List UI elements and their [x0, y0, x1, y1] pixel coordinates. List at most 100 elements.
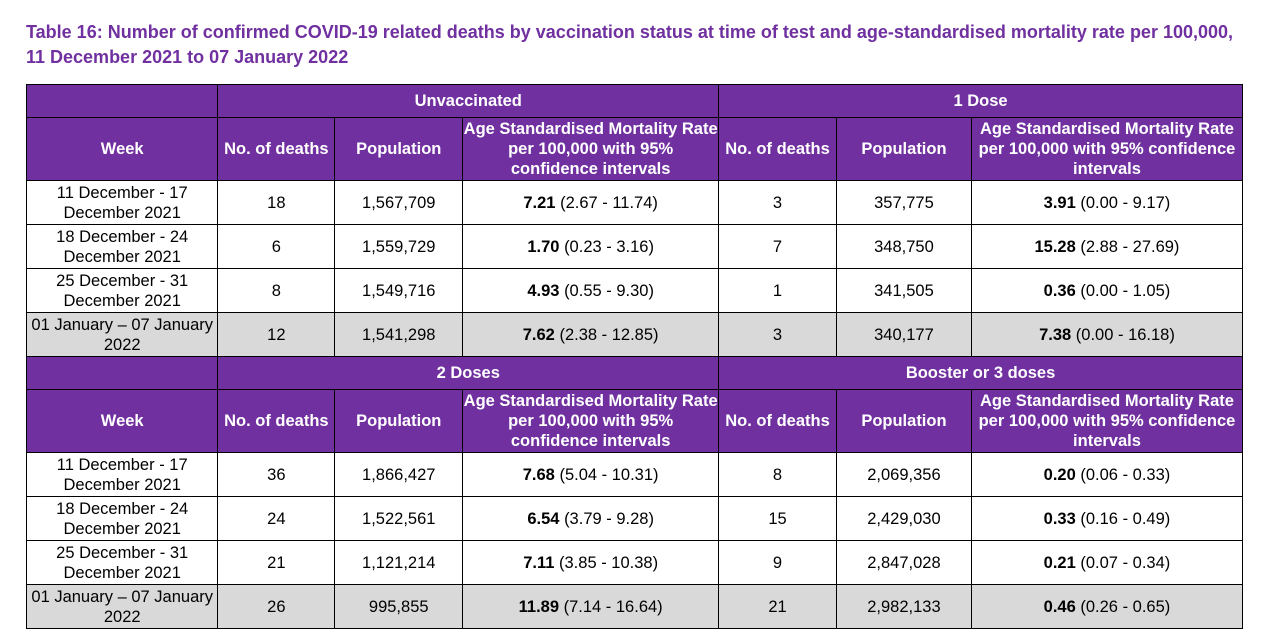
population-cell: 357,775 [835, 180, 972, 225]
rate-estimate: 1.70 [527, 237, 560, 256]
rate-estimate: 7.68 [522, 465, 555, 484]
rate-interval: (2.38 - 12.85) [559, 325, 659, 344]
rate-header: Age Standardised Mortality Rate per 100,… [970, 117, 1244, 181]
population-cell: 2,069,356 [835, 452, 972, 497]
rate-cell: 4.93 (0.55 - 9.30) [462, 268, 720, 313]
rate-interval: (0.23 - 3.16) [564, 237, 654, 256]
deaths-cell: 12 [217, 312, 336, 357]
rate-cell: 0.20 (0.06 - 0.33) [970, 452, 1244, 497]
population-cell: 995,855 [334, 584, 464, 629]
table-row: 25 December - 31 December 2021 21 1,121,21… [25, 540, 1244, 585]
group-header-unvaccinated: Unvaccinated [217, 84, 720, 118]
rate-interval: (2.67 - 11.74) [560, 193, 658, 212]
group-header-two-doses: 2 Doses [217, 356, 720, 390]
deaths-cell: 9 [718, 540, 837, 585]
deaths-cell: 1 [718, 268, 837, 313]
table-row: 01 January – 07 January 2022 12 1,541,298 7… [25, 312, 1244, 357]
deaths-cell: 3 [718, 312, 837, 357]
table-row: 25 December - 31 December 2021 8 1,549,716… [25, 268, 1244, 313]
rate-cell: 0.21 (0.07 - 0.34) [970, 540, 1244, 585]
week-cell: 11 December - 17 December 2021 [25, 452, 219, 497]
deaths-cell: 24 [217, 496, 336, 541]
population-cell: 2,982,133 [835, 584, 972, 629]
rate-header: Age Standardised Mortality Rate per 100,… [970, 389, 1244, 453]
blank-header-cell [25, 84, 219, 118]
population-cell: 1,866,427 [334, 452, 464, 497]
deaths-cell: 8 [718, 452, 837, 497]
rate-interval: (0.00 - 9.17) [1080, 193, 1171, 212]
rate-interval: (7.14 - 16.64) [563, 597, 663, 616]
population-cell: 1,549,716 [334, 268, 464, 313]
week-cell: 18 December - 24 December 2021 [25, 224, 219, 269]
group-header-row: Unvaccinated 1 Dose [25, 84, 1243, 118]
rate-interval: (0.00 - 16.18) [1075, 325, 1175, 344]
column-header-row: Week No. of deaths Population Age Standa… [25, 117, 1244, 181]
week-header: Week [25, 389, 219, 453]
table-row: 18 December - 24 December 2021 6 1,559,729… [25, 224, 1244, 269]
deaths-cell: 7 [718, 224, 837, 269]
week-cell: 25 December - 31 December 2021 [25, 540, 219, 585]
column-header-row: Week No. of deaths Population Age Standa… [25, 389, 1244, 453]
population-cell: 1,121,214 [334, 540, 464, 585]
rate-interval: (0.26 - 0.65) [1080, 597, 1171, 616]
table-row: 01 January – 07 January 2022 26 995,855 11.… [25, 584, 1244, 629]
rate-estimate: 15.28 [1034, 237, 1076, 256]
rate-estimate: 0.21 [1043, 553, 1076, 572]
population-cell: 1,541,298 [334, 312, 464, 357]
rate-estimate: 6.54 [527, 509, 560, 528]
population-cell: 2,847,028 [835, 540, 972, 585]
blank-header-cell [25, 356, 219, 390]
rate-cell: 1.70 (0.23 - 3.16) [462, 224, 720, 269]
rate-interval: (0.16 - 0.49) [1080, 509, 1171, 528]
rate-cell: 11.89 (7.14 - 16.64) [462, 584, 720, 629]
rate-cell: 7.62 (2.38 - 12.85) [462, 312, 720, 357]
rate-cell: 7.68 (5.04 - 10.31) [462, 452, 720, 497]
group-header-booster: Booster or 3 doses [718, 356, 1243, 390]
deaths-cell: 36 [217, 452, 336, 497]
deaths-cell: 18 [217, 180, 336, 225]
rate-estimate: 11.89 [518, 597, 560, 616]
deaths-header: No. of deaths [718, 389, 837, 453]
week-cell: 25 December - 31 December 2021 [25, 268, 219, 313]
rate-interval: (3.85 - 10.38) [559, 553, 659, 572]
rate-estimate: 3.91 [1043, 193, 1076, 212]
week-cell: 01 January – 07 January 2022 [25, 312, 219, 357]
week-cell: 18 December - 24 December 2021 [25, 496, 219, 541]
rate-cell: 7.11 (3.85 - 10.38) [462, 540, 720, 585]
rate-header: Age Standardised Mortality Rate per 100,… [462, 389, 720, 453]
deaths-cell: 6 [217, 224, 336, 269]
deaths-cell: 8 [217, 268, 336, 313]
rate-estimate: 7.38 [1039, 325, 1072, 344]
population-cell: 341,505 [835, 268, 972, 313]
population-header: Population [334, 389, 464, 453]
rate-cell: 0.33 (0.16 - 0.49) [970, 496, 1244, 541]
rate-interval: (2.88 - 27.69) [1080, 237, 1180, 256]
rate-estimate: 7.21 [523, 193, 556, 212]
table-row: 11 December - 17 December 2021 36 1,866,42… [25, 452, 1244, 497]
rate-cell: 3.91 (0.00 - 9.17) [970, 180, 1244, 225]
rate-cell: 0.36 (0.00 - 1.05) [970, 268, 1244, 313]
vaccination-status-table: Unvaccinated 1 Dose Week No. of deaths P… [25, 84, 1244, 629]
group-header-one-dose: 1 Dose [718, 84, 1243, 118]
population-header: Population [835, 117, 972, 181]
deaths-cell: 15 [718, 496, 837, 541]
population-cell: 1,559,729 [334, 224, 464, 269]
rate-cell: 0.46 (0.26 - 0.65) [970, 584, 1244, 629]
rate-estimate: 7.11 [523, 553, 555, 572]
rate-estimate: 7.62 [522, 325, 555, 344]
rate-interval: (0.00 - 1.05) [1080, 281, 1171, 300]
rate-cell: 7.21 (2.67 - 11.74) [462, 180, 720, 225]
rate-cell: 7.38 (0.00 - 16.18) [970, 312, 1244, 357]
population-header: Population [334, 117, 464, 181]
population-header: Population [835, 389, 972, 453]
population-cell: 348,750 [835, 224, 972, 269]
rate-interval: (0.55 - 9.30) [564, 281, 654, 300]
table-row: 18 December - 24 December 2021 24 1,522,56… [25, 496, 1244, 541]
week-cell: 11 December - 17 December 2021 [25, 180, 219, 225]
week-header: Week [25, 117, 219, 181]
deaths-cell: 21 [718, 584, 837, 629]
rate-interval: (0.07 - 0.34) [1080, 553, 1171, 572]
rate-estimate: 0.46 [1043, 597, 1076, 616]
table-row: 11 December - 17 December 2021 18 1,567,70… [25, 180, 1244, 225]
deaths-cell: 3 [718, 180, 837, 225]
